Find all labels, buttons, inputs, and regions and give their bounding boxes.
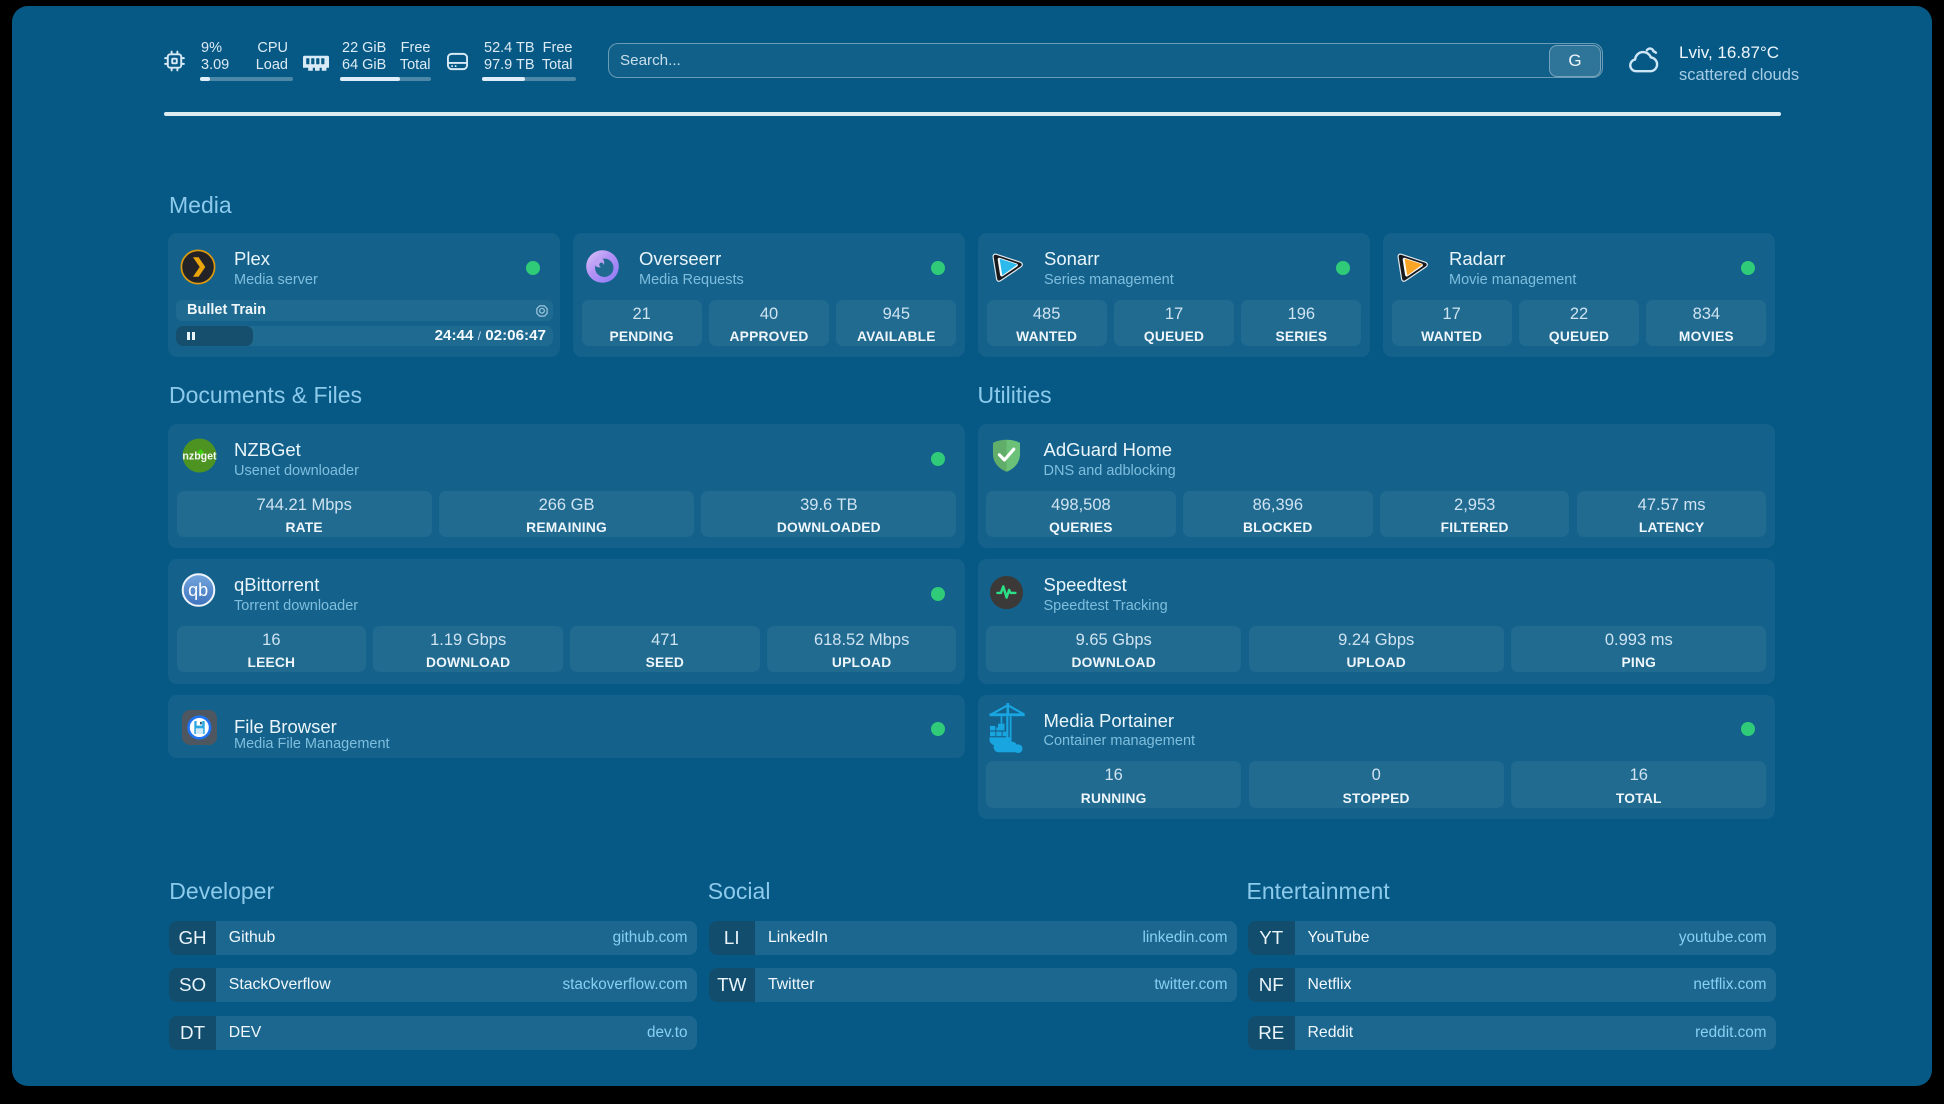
svg-text:nzbget: nzbget (182, 451, 217, 463)
svg-text:qb: qb (188, 580, 208, 600)
